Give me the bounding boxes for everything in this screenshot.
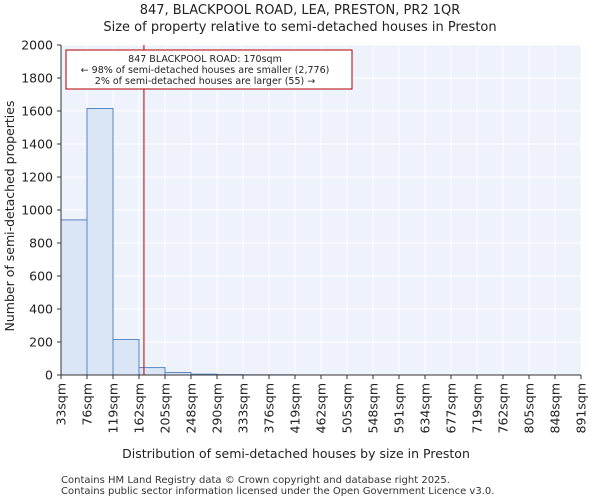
y-tick-label: 1000 <box>21 203 53 218</box>
x-axis: 33sqm 76sqm 119sqm 162sqm 205sqm 248sqm 290sqm… <box>54 375 589 433</box>
y-tick-label: 600 <box>29 269 53 284</box>
bar-162sqm <box>138 367 166 376</box>
x-tick-label: 805sqm <box>522 383 537 433</box>
x-tick-label: 762sqm <box>496 383 511 433</box>
bar-33sqm <box>60 219 88 376</box>
x-tick-label: 505sqm <box>340 383 355 433</box>
bar-76sqm <box>86 108 114 376</box>
x-tick-label: 719sqm <box>470 383 485 433</box>
y-tick-label: 400 <box>29 302 53 317</box>
x-tick-label: 891sqm <box>574 383 589 433</box>
y-tick-label: 200 <box>29 335 53 350</box>
x-tick-label: 548sqm <box>366 383 381 433</box>
x-tick-label: 333sqm <box>236 383 251 433</box>
chart-subtitle: Size of property relative to semi-detach… <box>103 20 496 35</box>
annotation-line-3: 2% of semi-detached houses are larger (5… <box>95 76 315 87</box>
x-tick-label: 119sqm <box>106 383 121 433</box>
x-tick-label: 462sqm <box>314 383 329 433</box>
y-tick-label: 2000 <box>21 38 53 53</box>
x-tick-label: 76sqm <box>80 383 95 426</box>
y-tick-label: 1400 <box>21 137 53 152</box>
x-tick-label: 290sqm <box>210 383 225 433</box>
annotation-line-2: ← 98% of semi-detached houses are smalle… <box>81 65 330 76</box>
y-tick-label: 0 <box>45 368 53 383</box>
x-tick-label: 205sqm <box>158 383 173 433</box>
bars <box>60 108 296 376</box>
bar-119sqm <box>112 339 140 376</box>
x-tick-label: 848sqm <box>548 383 563 433</box>
annotation-box: 847 BLACKPOOL ROAD: 170sqm ← 98% of semi… <box>65 49 353 90</box>
x-tick-label: 677sqm <box>444 383 459 433</box>
x-tick-label: 162sqm <box>132 383 147 433</box>
y-tick-label: 1600 <box>21 104 53 119</box>
y-tick-label: 1200 <box>21 170 53 185</box>
x-tick-label: 591sqm <box>392 383 407 433</box>
y-tick-label: 800 <box>29 236 53 251</box>
chart-title: 847, BLACKPOOL ROAD, LEA, PRESTON, PR2 1… <box>140 3 461 18</box>
x-tick-label: 376sqm <box>262 383 277 433</box>
x-axis-label: Distribution of semi-detached houses by … <box>122 446 470 461</box>
x-tick-label: 634sqm <box>418 383 433 433</box>
grid <box>60 44 582 376</box>
x-tick-label: 33sqm <box>54 383 69 426</box>
annotation-line-1: 847 BLACKPOOL ROAD: 170sqm <box>128 54 282 65</box>
x-tick-label: 248sqm <box>184 383 199 433</box>
y-axis-label: Number of semi-detached properties <box>2 101 17 332</box>
footer-line-2: Contains public sector information licen… <box>61 486 494 497</box>
y-axis: 0 200 400 600 800 1000 1200 1400 1600 1800 2000 <box>21 38 61 383</box>
y-tick-label: 1800 <box>21 71 53 86</box>
x-tick-label: 419sqm <box>288 383 303 433</box>
footer-line-1: Contains HM Land Registry data © Crown c… <box>61 475 450 486</box>
